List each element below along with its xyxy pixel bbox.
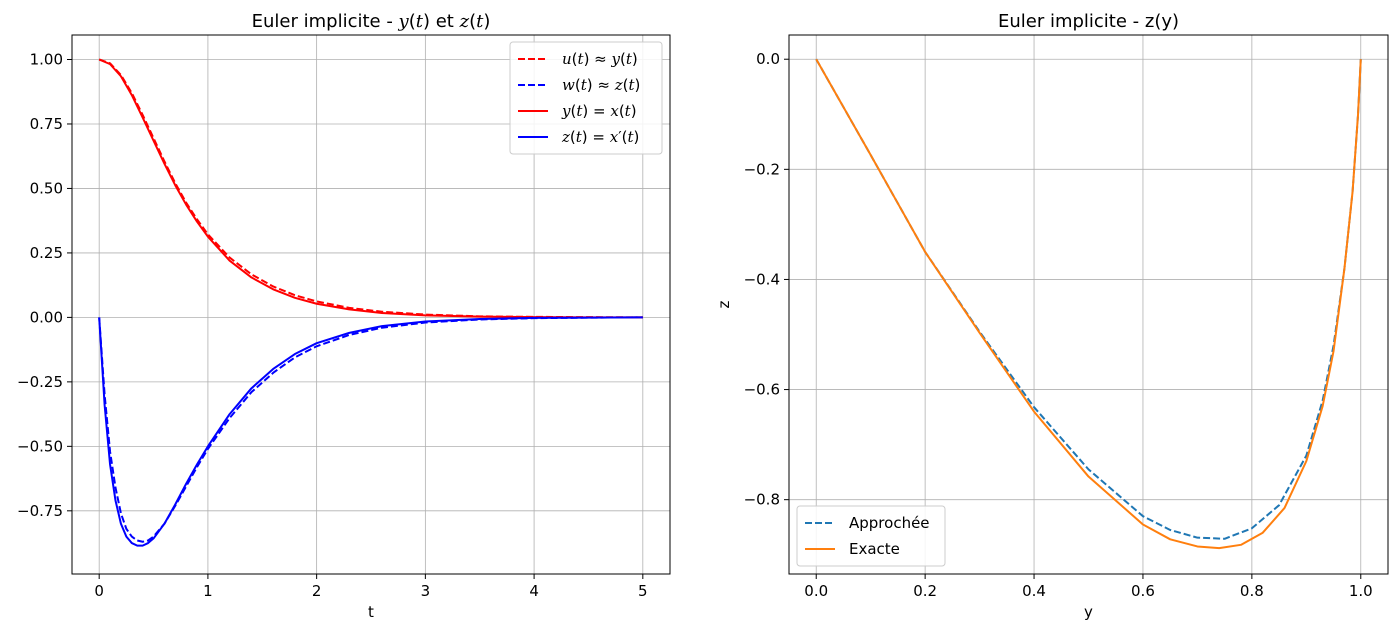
x-tick-label: 0.8 <box>1240 582 1264 600</box>
series-line-2 <box>98 316 643 543</box>
series-line-4 <box>98 316 643 547</box>
y-tick-label: 0.50 <box>30 179 63 197</box>
series-line-1 <box>815 58 1362 540</box>
x-tick-label: 0.2 <box>913 582 937 600</box>
x-tick-label: 0.0 <box>804 582 828 600</box>
legend-label: w(t) ≈ z(t) <box>562 76 640 94</box>
series-line-2 <box>815 58 1362 550</box>
chart-title: Euler implicite - y(t) et z(t) <box>252 11 491 32</box>
series-line-1 <box>98 58 643 319</box>
x-axis-label: y <box>1084 603 1093 621</box>
legend: Approchée Exacte <box>796 505 946 567</box>
legend-box <box>509 41 663 155</box>
x-tick-label: 4 <box>529 582 539 600</box>
x-tick-label: 2 <box>312 582 322 600</box>
legend-label: Exacte <box>849 540 900 558</box>
y-tick-label: −0.2 <box>744 160 780 178</box>
y-tick-label: 1.00 <box>30 51 63 69</box>
y-tick-label: −0.25 <box>17 373 63 391</box>
legend-label: y(t) = x(t) <box>561 102 637 120</box>
x-tick-label: 0 <box>94 582 104 600</box>
chart-title: Euler implicite - z(y) <box>998 11 1179 32</box>
y-tick-label: −0.8 <box>744 491 780 509</box>
y-tick-label: 0.00 <box>30 308 63 326</box>
y-tick-label: −0.4 <box>744 270 780 288</box>
x-tick-label: 5 <box>638 582 648 600</box>
x-axis-label: t <box>368 603 374 621</box>
legend-label: u(t) ≈ y(t) <box>562 50 638 68</box>
x-tick-label: 1 <box>203 582 213 600</box>
series-line-3 <box>98 58 643 319</box>
y-tick-label: −0.6 <box>744 381 780 399</box>
y-tick-label: −0.50 <box>17 437 63 455</box>
y-axis-label: z <box>715 300 733 308</box>
axes-frame <box>788 34 1389 575</box>
chart-panel-2: 0.0 0.2 0.4 0.6 0.8 1.0 −0.8 −0.6 −0.4 −0.2 0.0 y z E… <box>715 11 1389 621</box>
y-tick-label: 0.25 <box>30 244 63 262</box>
x-tick-label: 0.4 <box>1022 582 1046 600</box>
x-tick-label: 0.6 <box>1131 582 1155 600</box>
legend-box <box>796 505 946 567</box>
y-tick-label: 0.75 <box>30 115 63 133</box>
axes-frame <box>71 34 671 575</box>
legend-label: z(t) = x′(t) <box>561 128 639 146</box>
x-tick-label: 3 <box>421 582 431 600</box>
y-tick-label: 0.0 <box>756 50 780 68</box>
legend: u(t) ≈ y(t) w(t) ≈ z(t) y(t) = x(t) z(t) = … <box>509 41 663 155</box>
chart-panel-1: 0 1 2 3 4 5 −0.75 −0.50 −0.25 0.00 0.25 0.50 0.75 1.0… <box>17 11 671 621</box>
legend-label: Approchée <box>849 514 930 532</box>
x-tick-label: 1.0 <box>1349 582 1373 600</box>
y-tick-label: −0.75 <box>17 502 63 520</box>
